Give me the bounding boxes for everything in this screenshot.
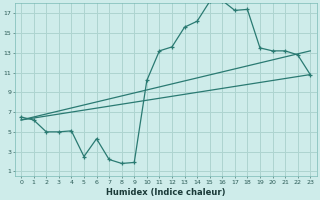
- X-axis label: Humidex (Indice chaleur): Humidex (Indice chaleur): [106, 188, 225, 197]
